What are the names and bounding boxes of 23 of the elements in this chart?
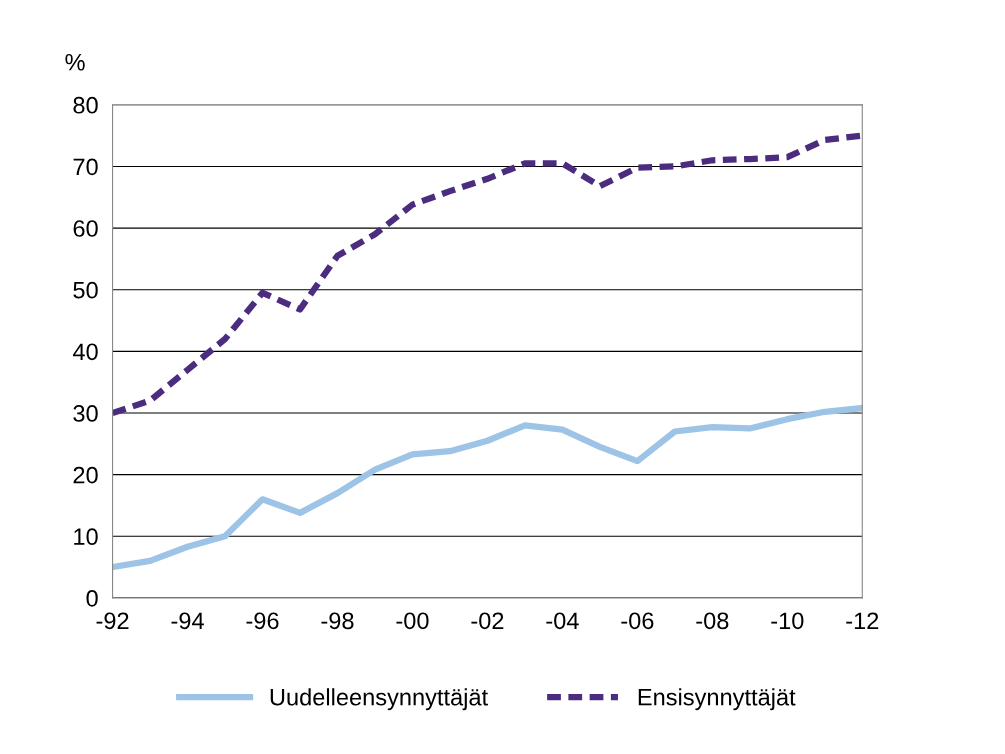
y-tick-label: 60: [73, 220, 98, 237]
legend-label: Uudelleensynnyttäjät: [270, 688, 488, 711]
x-tick-label: -08: [696, 612, 729, 630]
x-tick-label: -96: [246, 612, 279, 630]
x-tick-label: -94: [171, 612, 204, 630]
x-tick-label: -06: [621, 612, 654, 630]
x-tick-label: -12: [846, 612, 879, 629]
x-tick-label: -00: [396, 612, 429, 630]
y-tick-label: 70: [73, 158, 98, 176]
y-tick-label: 10: [74, 528, 98, 546]
x-tick-label: -02: [471, 612, 504, 630]
y-axis-title: %: [65, 53, 85, 71]
x-tick-label: -98: [321, 612, 354, 630]
x-tick-label: -10: [771, 612, 804, 630]
x-tick-label: -92: [96, 612, 129, 630]
y-tick-label: 30: [73, 405, 98, 422]
x-tick-label: -04: [546, 612, 579, 630]
y-tick-label: 80: [73, 96, 98, 114]
y-tick-label: 50: [73, 281, 98, 299]
y-tick-label: 0: [86, 589, 98, 607]
legend-label: Ensisynnyttäjät: [638, 688, 796, 711]
y-tick-label: 40: [72, 343, 98, 361]
y-tick-label: 20: [73, 466, 98, 484]
